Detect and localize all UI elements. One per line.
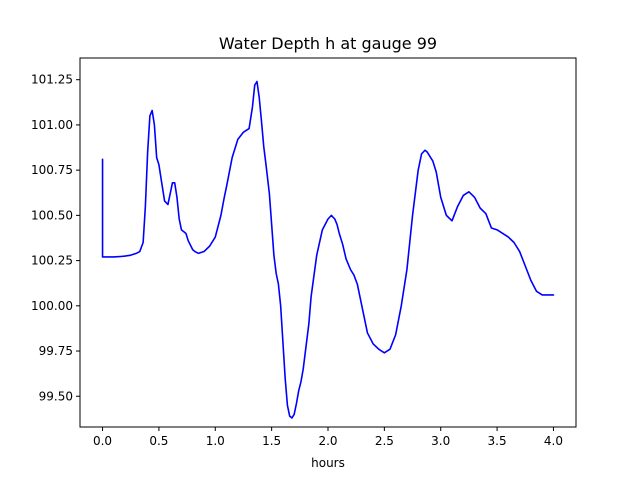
y-axis: 99.50 99.75 100.00 100.25 100.50 100.75 101.00…	[31, 73, 80, 403]
x-axis: 0.0 0.5 1.0 1.5 2.0 2.5 3.0 3.5 4.0	[93, 427, 563, 448]
y-tick-label: 100.50	[31, 208, 73, 222]
x-tick-label: 3.0	[431, 434, 450, 448]
series-line-0	[101, 80, 555, 419]
x-tick-label: 1.0	[206, 434, 225, 448]
y-tick-label: 100.75	[31, 163, 73, 177]
y-tick-label: 101.00	[31, 118, 73, 132]
y-tick-label: 99.75	[39, 344, 73, 358]
chart-title: Water Depth h at gauge 99	[219, 34, 437, 53]
x-axis-label: hours	[311, 456, 345, 470]
x-tick-label: 0.0	[93, 434, 112, 448]
y-tick-label: 100.00	[31, 299, 73, 313]
x-tick-label: 0.5	[149, 434, 168, 448]
x-tick-label: 2.5	[375, 434, 394, 448]
y-tick-label: 100.25	[31, 254, 73, 268]
x-tick-label: 2.0	[318, 434, 337, 448]
x-tick-label: 4.0	[544, 434, 563, 448]
x-tick-label: 3.5	[488, 434, 507, 448]
y-tick-label: 101.25	[31, 73, 73, 87]
x-tick-label: 1.5	[262, 434, 281, 448]
y-tick-label: 99.50	[39, 389, 73, 403]
